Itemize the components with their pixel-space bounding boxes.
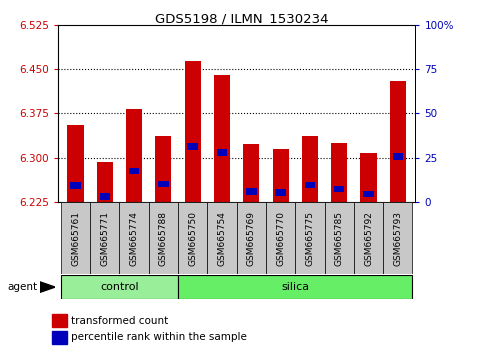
Bar (237, 202, 266, 274)
Bar (187, 143, 198, 150)
Bar (360, 153, 377, 202)
Text: GSM665754: GSM665754 (217, 211, 227, 266)
Text: GDS5198 / ILMN_1530234: GDS5198 / ILMN_1530234 (155, 12, 328, 25)
Bar (275, 189, 286, 196)
Bar (178, 275, 412, 299)
Bar (363, 191, 374, 197)
Text: GSM665785: GSM665785 (335, 211, 344, 266)
Bar (126, 109, 142, 202)
Bar (207, 202, 237, 274)
Bar (331, 143, 347, 202)
Text: GSM665750: GSM665750 (188, 211, 197, 266)
Bar (246, 188, 256, 195)
Bar (393, 153, 403, 160)
Bar (243, 144, 259, 202)
Text: GSM665793: GSM665793 (393, 211, 402, 266)
Bar (71, 182, 81, 189)
Bar (99, 193, 110, 200)
Bar (68, 125, 84, 202)
Bar (119, 202, 149, 274)
Bar (305, 182, 315, 188)
Bar (217, 149, 227, 156)
Bar (325, 202, 354, 274)
Bar (295, 202, 325, 274)
Text: control: control (100, 282, 139, 292)
Bar (272, 149, 289, 202)
Bar (266, 202, 295, 274)
Text: GSM665769: GSM665769 (247, 211, 256, 266)
Text: GSM665774: GSM665774 (129, 211, 139, 266)
Bar (53, 331, 67, 344)
Text: GSM665788: GSM665788 (159, 211, 168, 266)
Polygon shape (40, 282, 55, 292)
Bar (302, 136, 318, 202)
Text: silica: silica (281, 282, 309, 292)
Bar (97, 162, 113, 202)
Text: transformed count: transformed count (71, 316, 168, 326)
Bar (158, 181, 169, 187)
Text: percentile rank within the sample: percentile rank within the sample (71, 332, 247, 342)
Text: GSM665761: GSM665761 (71, 211, 80, 266)
Bar (214, 75, 230, 202)
Bar (390, 81, 406, 202)
Bar (334, 186, 344, 192)
Text: GSM665771: GSM665771 (100, 211, 109, 266)
Text: agent: agent (7, 282, 37, 292)
Bar (383, 202, 412, 274)
Bar (354, 202, 383, 274)
Text: GSM665775: GSM665775 (305, 211, 314, 266)
Bar (129, 168, 140, 174)
Bar (53, 314, 67, 327)
Bar (90, 202, 119, 274)
Bar (61, 275, 178, 299)
Bar (156, 136, 171, 202)
Bar (185, 61, 201, 202)
Bar (149, 202, 178, 274)
Text: GSM665770: GSM665770 (276, 211, 285, 266)
Bar (178, 202, 207, 274)
Bar (61, 202, 90, 274)
Text: GSM665792: GSM665792 (364, 211, 373, 266)
